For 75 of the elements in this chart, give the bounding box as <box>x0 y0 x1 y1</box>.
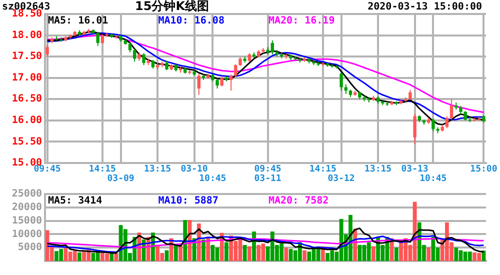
x-tick-label: 09:45 03-11 <box>254 164 282 184</box>
y-tick-label: 17.50 <box>12 51 42 62</box>
x-tick-label: 13:15 <box>144 164 172 174</box>
x-tick-label: 10:45 <box>420 174 447 184</box>
y-tick-label: 18.50 <box>12 8 42 20</box>
bar <box>307 252 312 261</box>
text: MA5: 3414 <box>48 196 102 207</box>
text: MA10: 5887 <box>158 196 218 207</box>
candlestick <box>344 84 348 95</box>
x-tick-label: 03-13 <box>401 164 428 174</box>
candlestick <box>132 48 136 62</box>
y-tick-label: 20000 <box>12 202 42 213</box>
candlestick <box>408 89 412 100</box>
bar <box>256 244 261 261</box>
candlestick <box>165 60 168 71</box>
y-tick-label: 15.50 <box>12 136 42 148</box>
text: MA20: 7582 <box>268 196 329 207</box>
bar <box>64 248 68 261</box>
bar <box>426 248 431 261</box>
text: MA10: 16.08 <box>158 16 224 27</box>
bar <box>247 246 252 261</box>
y-tick-label: 17.00 <box>12 72 42 84</box>
bar <box>78 252 82 261</box>
candlestick <box>46 44 49 58</box>
bar <box>174 244 178 261</box>
text: MA20: 16.19 <box>268 16 335 27</box>
candlestick <box>413 114 416 144</box>
chart-subtitle: 2020-03-13 15:00:00 <box>368 2 482 13</box>
bar <box>358 244 362 261</box>
y-tick-label: 16.00 <box>12 115 42 126</box>
series-label: MA5: 16.01 <box>48 16 108 27</box>
x-tick-label: 09:45 <box>34 164 61 174</box>
x-tick-label: 03-09 <box>107 174 134 184</box>
bar <box>431 236 436 261</box>
y-tick-label: 18.00 <box>12 30 42 41</box>
candlestick <box>216 78 219 89</box>
candlestick <box>464 110 467 121</box>
candlestick <box>445 116 449 129</box>
bar <box>468 252 472 261</box>
bar <box>224 242 228 261</box>
candlestick <box>432 118 435 132</box>
candlestick <box>96 31 100 46</box>
bar <box>210 244 215 261</box>
candlestick <box>340 72 343 92</box>
chart-title: 15分钟K线图 <box>135 0 209 14</box>
bar <box>202 240 206 261</box>
candlestick <box>142 52 146 66</box>
candlestick <box>197 73 200 96</box>
bar <box>242 244 247 261</box>
candlestick <box>220 76 224 87</box>
bar <box>394 248 398 261</box>
y-tick-label: 25000 <box>12 188 42 200</box>
y-tick-label: 5000 <box>18 242 42 254</box>
y-tick-label: 16.50 <box>12 94 42 105</box>
bar <box>110 252 114 261</box>
bar <box>372 246 376 261</box>
x-tick-label: 03-12 <box>328 174 355 184</box>
y-tick-label: 15000 <box>12 215 42 226</box>
y-tick-label: 10000 <box>12 228 42 240</box>
bar <box>366 242 371 261</box>
x-tick-label: 14:15 <box>88 164 116 174</box>
bar <box>72 250 77 261</box>
bar <box>96 252 100 261</box>
candlestick <box>100 34 104 44</box>
x-tick-label: 15:00 <box>470 164 498 174</box>
x-tick-label: 03-10 <box>180 164 208 174</box>
x-tick-label: 13:15 <box>364 164 392 174</box>
bar <box>302 250 306 261</box>
bar <box>284 248 288 261</box>
candlestick <box>450 98 454 120</box>
candlestick <box>229 74 233 92</box>
candlestick <box>234 64 238 78</box>
x-tick-label: 14:15 <box>309 164 336 174</box>
bar <box>454 248 458 261</box>
x-tick-label: 10:45 <box>199 174 226 184</box>
